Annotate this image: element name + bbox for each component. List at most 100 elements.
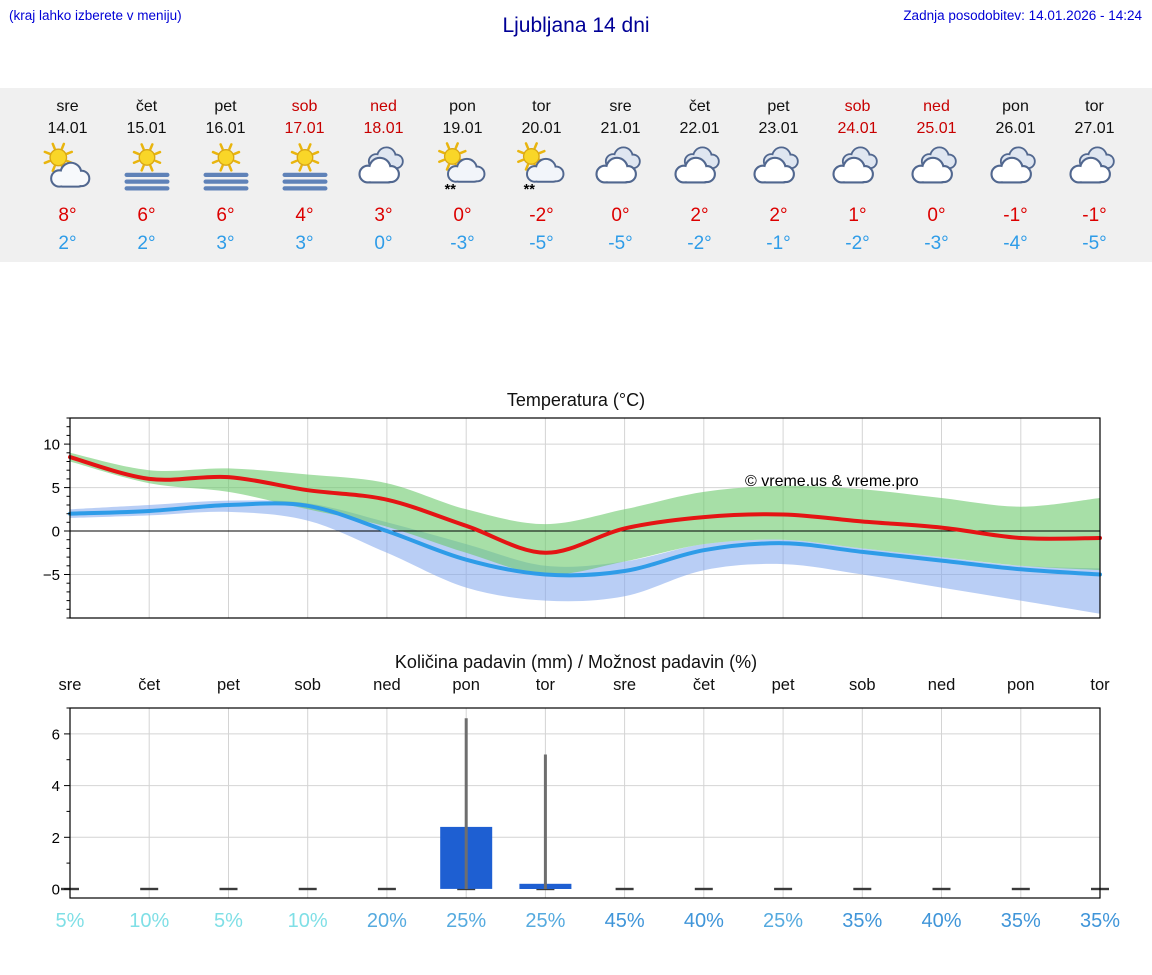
header: (kraj lahko izberete v meniju) Ljubljana… (0, 0, 1152, 88)
day-date: 23.01 (758, 120, 799, 137)
day-date: 15.01 (126, 120, 167, 137)
low-temp: 0° (374, 233, 393, 254)
svg-text:−5: −5 (43, 567, 60, 584)
precip-day-label: sre (613, 676, 637, 694)
forecast-day: pet 16.01 6° 3° (186, 96, 265, 258)
low-temp: 2° (58, 233, 77, 254)
high-temp: 0° (927, 205, 946, 226)
low-temp: -3° (450, 233, 475, 254)
forecast-day: sob 17.01 4° 3° (265, 96, 344, 258)
day-name: ned (370, 98, 397, 115)
day-date: 26.01 (995, 120, 1036, 137)
day-date: 22.01 (679, 120, 720, 137)
day-date: 16.01 (205, 120, 246, 137)
day-name: pon (1002, 98, 1029, 115)
forecast-day: sob 24.01 1° -2° (818, 96, 897, 258)
day-date: 17.01 (284, 120, 325, 137)
precip-day-label: sob (848, 676, 876, 694)
precip-probability: 10% (129, 910, 170, 932)
low-temp: -5° (529, 233, 554, 254)
precip-probability: 40% (921, 910, 962, 932)
weather-icon-sun-fog (186, 142, 265, 198)
day-date: 19.01 (442, 120, 483, 137)
svg-text:4: 4 (52, 778, 60, 795)
high-temp: 2° (690, 205, 709, 226)
weather-icon-cloudy (660, 142, 739, 198)
svg-text:10: 10 (43, 437, 60, 454)
day-name: tor (1085, 98, 1104, 115)
day-name: tor (532, 98, 551, 115)
low-temp: -5° (608, 233, 633, 254)
svg-text:**: ** (523, 182, 535, 198)
forecast-day: pon 26.01 -1° -4° (976, 96, 1055, 258)
high-temp: 6° (216, 205, 235, 226)
day-name: pon (449, 98, 476, 115)
precipitation-chart: 0 2 4 6 (52, 707, 1109, 899)
high-temp: 0° (611, 205, 630, 226)
forecast-day: ned 18.01 3° 0° (344, 96, 423, 258)
precip-day-label: tor (1090, 676, 1110, 694)
svg-text:0: 0 (52, 524, 60, 541)
day-date: 25.01 (916, 120, 957, 137)
precipitation-chart-title: Količina padavin (mm) / Možnost padavin … (394, 652, 758, 672)
high-temp: 1° (848, 205, 867, 226)
day-name: sob (291, 98, 318, 115)
precip-probability: 20% (366, 910, 407, 932)
weather-icon-cloudy (1055, 142, 1134, 198)
day-name: sre (609, 98, 632, 115)
weather-icon-sun-cloud (28, 142, 107, 198)
precip-day-label: pet (771, 676, 795, 694)
day-date: 21.01 (600, 120, 641, 137)
forecast-strip: sre 14.01 8° 2° čet 15.01 6° 2° pet 16.0… (0, 88, 1152, 262)
min-temp-line (68, 501, 1102, 578)
low-temp: 2° (137, 233, 156, 254)
high-temp: 4° (295, 205, 314, 226)
precip-day-label: sob (294, 676, 321, 694)
day-date: 24.01 (837, 120, 878, 137)
low-temp: -2° (687, 233, 712, 254)
weather-icon-sun-fog (107, 142, 186, 198)
page-title: Ljubljana 14 dni (502, 14, 650, 37)
day-date: 18.01 (363, 120, 404, 137)
precip-whiskers (464, 718, 547, 889)
precip-day-labels: sre čet pet sob ned pon tor sre čet pet sob ned pon t… (0, 676, 1152, 702)
watermark-link[interactable]: © vreme.us & vreme.pro (745, 473, 919, 490)
weather-icon-cloudy (897, 142, 976, 198)
forecast-day: pon 19.01 ** 0° -3° (423, 96, 502, 258)
precip-day-label: ned (927, 676, 956, 694)
precip-day-label: čet (692, 676, 715, 694)
precip-day-label: pon (1007, 676, 1035, 694)
precip-probability: 25% (525, 910, 566, 932)
precip-day-label: sre (58, 676, 82, 694)
forecast-day: sre 21.01 0° -5° (581, 96, 660, 258)
precip-probability: 10% (287, 910, 328, 932)
low-temp: 3° (216, 233, 235, 254)
day-name: sob (844, 98, 871, 115)
svg-text:0: 0 (52, 882, 60, 899)
day-name: sre (56, 98, 79, 115)
weather-icon-cloudy (818, 142, 897, 198)
forecast-day: čet 15.01 6° 2° (107, 96, 186, 258)
menu-note: (kraj lahko izberete v meniju) (9, 8, 182, 23)
weather-icon-cloudy (739, 142, 818, 198)
forecast-day: čet 22.01 2° -2° (660, 96, 739, 258)
forecast-day: sre 14.01 8° 2° (28, 96, 107, 258)
precip-day-label: pet (216, 676, 240, 694)
high-temp: 8° (58, 205, 77, 226)
day-name: pet (214, 98, 237, 115)
weather-icon-sun-cloud-snow: ** (423, 142, 502, 198)
svg-text:**: ** (444, 182, 456, 198)
precip-probability: 5% (214, 910, 243, 932)
day-date: 14.01 (47, 120, 88, 137)
weather-icon-cloudy (344, 142, 423, 198)
low-temp: -5° (1082, 233, 1107, 254)
low-temp: -3° (924, 233, 949, 254)
temperature-chart-title: Temperatura (°C) (506, 390, 646, 410)
low-temp: -2° (845, 233, 870, 254)
precip-probability: 25% (763, 910, 804, 932)
forecast-day: tor 27.01 -1° -5° (1055, 96, 1134, 258)
weather-icon-cloudy (976, 142, 1055, 198)
precip-probability: 35% (1079, 910, 1121, 932)
high-temp: 6° (137, 205, 156, 226)
weather-icon-sun-cloud-snow: ** (502, 142, 581, 198)
